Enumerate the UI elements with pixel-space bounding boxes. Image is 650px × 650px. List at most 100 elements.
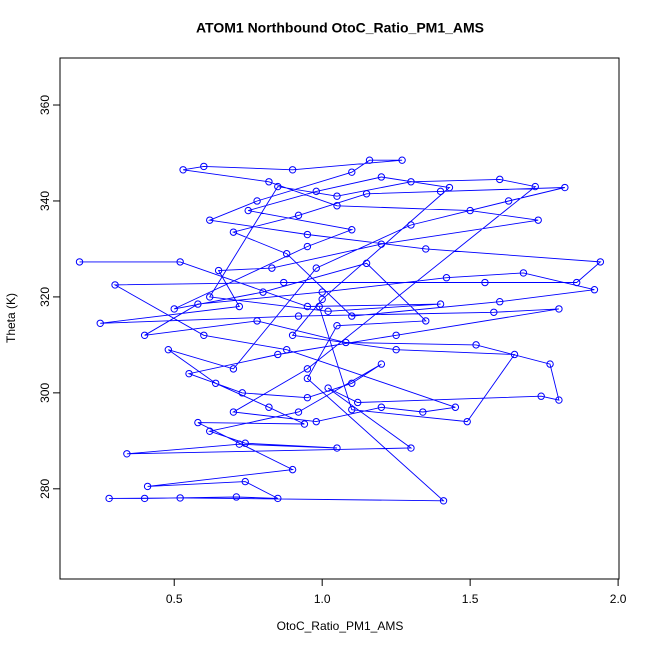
data-point bbox=[294, 211, 303, 220]
data-point bbox=[472, 341, 480, 349]
data-point bbox=[288, 465, 297, 474]
data-point bbox=[244, 206, 252, 215]
data-point bbox=[333, 202, 341, 210]
data-point bbox=[362, 259, 371, 268]
data-point bbox=[377, 240, 386, 248]
data-point bbox=[303, 393, 312, 402]
data-point bbox=[241, 477, 249, 486]
data-point bbox=[274, 350, 282, 359]
data-point bbox=[303, 374, 312, 383]
data-point bbox=[333, 444, 341, 452]
data-point bbox=[519, 269, 528, 277]
data-point bbox=[265, 403, 273, 411]
y-tick-label: 340 bbox=[38, 191, 52, 211]
data-point bbox=[466, 206, 474, 215]
data-point bbox=[303, 242, 312, 251]
data-point bbox=[590, 286, 599, 294]
data-point bbox=[348, 168, 356, 176]
data-point bbox=[206, 216, 214, 224]
data-point bbox=[288, 331, 297, 339]
data-line bbox=[79, 159, 602, 502]
data-point bbox=[194, 300, 202, 308]
x-tick-label: 1.0 bbox=[314, 592, 331, 606]
data-point bbox=[451, 403, 460, 411]
data-point bbox=[303, 365, 312, 373]
data-point bbox=[422, 317, 430, 325]
data-point bbox=[348, 312, 356, 320]
data-point bbox=[282, 345, 291, 354]
plot-frame bbox=[59, 57, 620, 580]
data-point bbox=[377, 360, 386, 368]
data-point bbox=[555, 305, 563, 313]
data-point bbox=[442, 274, 451, 282]
data-point bbox=[282, 250, 291, 258]
data-point bbox=[534, 216, 542, 224]
data-point bbox=[294, 312, 303, 320]
data-point bbox=[324, 307, 332, 316]
data-point bbox=[123, 450, 131, 458]
data-point bbox=[268, 264, 276, 272]
data-point bbox=[253, 317, 261, 325]
data-point bbox=[561, 183, 569, 192]
data-point bbox=[235, 302, 244, 311]
data-point bbox=[348, 226, 356, 234]
data-point bbox=[140, 331, 149, 339]
data-point bbox=[377, 403, 386, 411]
data-point bbox=[303, 302, 312, 311]
data-point bbox=[265, 178, 273, 186]
data-point bbox=[531, 182, 539, 191]
x-axis-label: OtoC_Ratio_PM1_AMS bbox=[277, 619, 404, 633]
data-point bbox=[422, 245, 430, 253]
y-tick-label: 300 bbox=[38, 383, 52, 403]
data-point bbox=[572, 278, 581, 287]
data-point bbox=[504, 197, 513, 205]
data-point bbox=[303, 230, 312, 239]
data-point bbox=[481, 278, 489, 287]
data-point bbox=[253, 197, 261, 205]
data-point bbox=[496, 298, 504, 306]
data-point bbox=[407, 444, 415, 452]
data-point bbox=[490, 308, 498, 316]
data-point bbox=[280, 278, 288, 287]
x-tick-label: 1.5 bbox=[462, 592, 479, 606]
data-point bbox=[235, 440, 244, 448]
data-point bbox=[312, 417, 320, 426]
data-point bbox=[214, 266, 223, 275]
x-tick-label: 0.5 bbox=[166, 592, 183, 606]
data-point bbox=[510, 350, 519, 359]
data-point bbox=[288, 166, 297, 174]
data-point bbox=[206, 427, 214, 435]
data-point bbox=[318, 295, 326, 304]
data-point bbox=[294, 408, 303, 416]
data-point bbox=[436, 300, 445, 308]
data-point bbox=[392, 331, 400, 339]
data-point bbox=[75, 258, 84, 266]
data-point bbox=[546, 360, 554, 368]
data-point bbox=[342, 338, 350, 347]
data-point bbox=[436, 187, 445, 196]
data-point bbox=[164, 345, 173, 354]
data-point bbox=[398, 156, 406, 164]
data-point bbox=[274, 494, 282, 503]
data-point bbox=[200, 162, 208, 171]
data-point bbox=[259, 288, 267, 296]
data-point bbox=[407, 221, 415, 229]
data-point bbox=[176, 494, 184, 502]
data-point bbox=[324, 384, 332, 392]
chart-title: ATOM1 Northbound OtoC_Ratio_PM1_AMS bbox=[196, 20, 484, 36]
data-point bbox=[377, 173, 386, 181]
data-point bbox=[407, 178, 415, 186]
x-tick-label: 2.0 bbox=[610, 592, 627, 606]
data-point bbox=[555, 396, 563, 404]
y-tick-label: 280 bbox=[38, 478, 52, 498]
data-point bbox=[206, 293, 214, 301]
data-point bbox=[229, 228, 238, 236]
data-point bbox=[365, 156, 374, 164]
data-point bbox=[348, 379, 356, 387]
data-point bbox=[176, 258, 184, 266]
data-point bbox=[229, 365, 238, 373]
data-point bbox=[419, 408, 427, 416]
data-point bbox=[179, 166, 187, 174]
data-point bbox=[312, 264, 320, 272]
y-tick-label: 320 bbox=[38, 287, 52, 307]
